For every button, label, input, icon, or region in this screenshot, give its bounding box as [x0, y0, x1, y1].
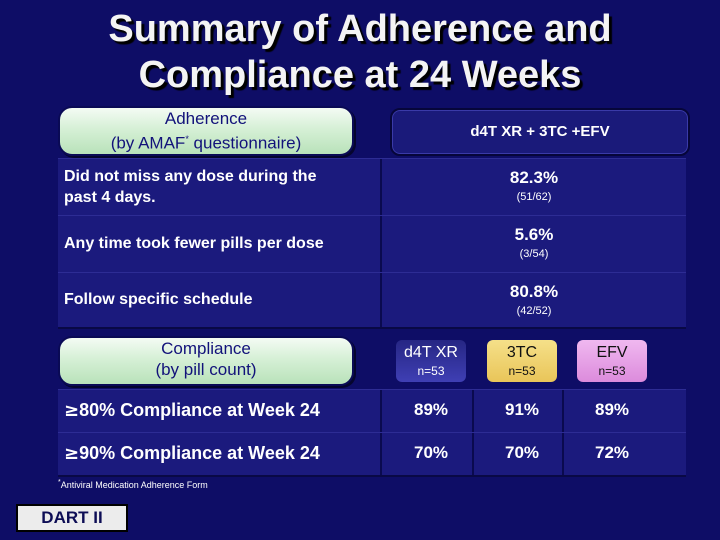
adherence-value: 5.6% (3/54)	[514, 225, 554, 260]
cell-3tc: 91%	[504, 400, 540, 419]
adherence-row-1: Did not miss any dose during the past 4 …	[58, 158, 686, 217]
adherence-header-line2: (by AMAF* questionnaire)	[110, 133, 302, 153]
adherence-header-line1: Adherence	[164, 109, 248, 128]
footnote: *Antiviral Medication Adherence Form	[58, 479, 208, 490]
compliance-row-90: ≥90% Compliance at Week 24 70% 70% 72%	[58, 432, 686, 477]
dart-badge: DART II	[16, 504, 128, 532]
row-label: Any time took fewer pills per dose	[64, 235, 324, 252]
compliance-header-line1: Compliance	[161, 339, 251, 358]
column-header-efv: EFV n=53	[577, 340, 647, 382]
column-header-d4t-xr: d4T XR n=53	[396, 340, 466, 382]
compliance-header: Compliance (by pill count)	[58, 336, 354, 386]
row-label: ≥90% Compliance at Week 24	[64, 443, 320, 464]
row-label: Follow specific schedule	[64, 291, 253, 308]
column-header-3tc: 3TC n=53	[487, 340, 557, 382]
adherence-value: 82.3% (51/62)	[509, 168, 559, 203]
row-label: Did not miss any dose during the past 4 …	[64, 168, 317, 206]
cell-3tc: 70%	[504, 443, 540, 462]
slide-title: Summary of Adherence and Compliance at 2…	[0, 6, 720, 98]
cell-d4t-xr: 89%	[413, 400, 449, 419]
adherence-header: Adherence (by AMAF* questionnaire)	[58, 106, 354, 156]
row-label: ≥80% Compliance at Week 24	[64, 400, 320, 421]
regimen-header-label: d4T XR + 3TC +EFV	[470, 123, 610, 140]
cell-efv: 89%	[594, 400, 630, 419]
cell-d4t-xr: 70%	[413, 443, 449, 462]
compliance-header-line2: (by pill count)	[155, 360, 257, 379]
regimen-header: d4T XR + 3TC +EFV	[390, 108, 690, 156]
compliance-row-80: ≥80% Compliance at Week 24 89% 91% 89%	[58, 389, 686, 434]
cell-efv: 72%	[594, 443, 630, 462]
adherence-row-3: Follow specific schedule 80.8% (42/52)	[58, 272, 686, 329]
adherence-row-2: Any time took fewer pills per dose 5.6% …	[58, 215, 686, 274]
adherence-value: 80.8% (42/52)	[509, 282, 559, 317]
title-line-1: Summary of Adherence and	[108, 8, 612, 50]
title-line-2: Compliance at 24 Weeks	[138, 54, 582, 96]
